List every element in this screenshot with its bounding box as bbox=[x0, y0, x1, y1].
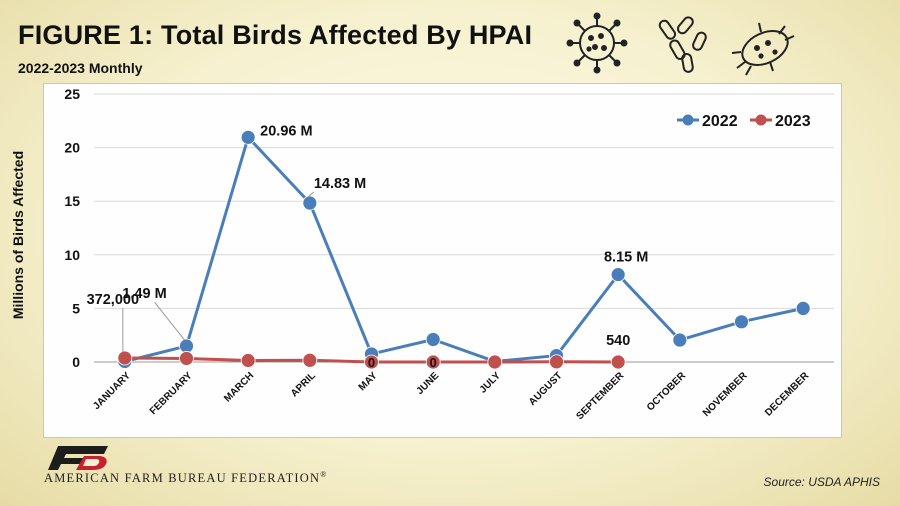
data-point-2023 bbox=[117, 350, 133, 366]
x-tick-label: APRIL bbox=[289, 370, 318, 399]
x-tick-label: DECEMBER bbox=[763, 370, 812, 419]
x-tick-label: MAY bbox=[357, 370, 380, 393]
farm-bureau-logo bbox=[48, 446, 108, 470]
legend-marker-2022 bbox=[682, 114, 694, 126]
data-point-2023 bbox=[364, 354, 379, 370]
registered-mark: ® bbox=[320, 470, 328, 479]
data-point-2022 bbox=[425, 332, 441, 347]
legend-label: 2023 bbox=[775, 113, 811, 130]
annotation-leader bbox=[154, 301, 185, 341]
virus-icon bbox=[566, 12, 628, 74]
y-tick-label: 10 bbox=[64, 247, 80, 263]
data-point-2022 bbox=[240, 129, 256, 145]
organization-name-text: AMERICAN FARM BUREAU FEDERATION bbox=[44, 471, 321, 486]
data-point-2023 bbox=[302, 352, 318, 368]
data-label: 0 bbox=[430, 355, 437, 370]
data-point-2023 bbox=[240, 353, 256, 368]
bacilli-icon bbox=[658, 16, 707, 73]
x-tick-label: OCTOBER bbox=[645, 370, 689, 414]
x-tick-label: JULY bbox=[478, 370, 503, 395]
y-tick-label: 5 bbox=[72, 300, 80, 316]
data-label: 8.15 M bbox=[604, 250, 648, 266]
chart-panel: 0 5 10 15 20 25 JANUARY FEBRUARY MARCH APRIL MAY JU… bbox=[43, 83, 842, 438]
data-label: 0 bbox=[368, 355, 375, 370]
legend-marker-2023 bbox=[755, 114, 767, 126]
data-label: 372,000 bbox=[87, 292, 139, 308]
source-note: Source: USDA APHIS bbox=[763, 475, 880, 489]
data-point-2023 bbox=[610, 354, 626, 370]
data-point-2022 bbox=[179, 338, 194, 354]
y-tick-label: 15 bbox=[64, 193, 80, 209]
data-label: 20.96 M bbox=[260, 123, 312, 139]
data-point-2022 bbox=[672, 332, 688, 348]
data-point-2022 bbox=[610, 267, 626, 283]
data-point-2022 bbox=[734, 314, 749, 330]
y-tick-label: 25 bbox=[64, 86, 80, 102]
x-tick-label: JANUARY bbox=[91, 370, 133, 412]
x-tick-label: FEBRUARY bbox=[148, 370, 195, 417]
y-axis-label: Millions of Birds Affected bbox=[10, 150, 26, 320]
data-label: 14.83 M bbox=[314, 176, 366, 192]
data-point-2023 bbox=[549, 354, 564, 370]
x-tick-label: JUNE bbox=[415, 370, 442, 397]
y-tick-label: 20 bbox=[64, 140, 80, 156]
y-tick-label: 0 bbox=[72, 354, 80, 370]
data-label: 540 bbox=[606, 333, 630, 349]
x-tick-label: MARCH bbox=[222, 370, 256, 404]
legend-label: 2022 bbox=[702, 113, 738, 130]
annotation-leader bbox=[307, 191, 315, 198]
x-tick-label: NOVEMBER bbox=[701, 370, 750, 419]
data-point-2023 bbox=[487, 354, 503, 370]
header-icons bbox=[566, 12, 795, 76]
x-tick-label: SEPTEMBER bbox=[575, 370, 627, 422]
series-line-2022 bbox=[124, 135, 804, 363]
bacterium-icon bbox=[731, 22, 795, 76]
organization-name: AMERICAN FARM BUREAU FEDERATION® bbox=[44, 470, 328, 486]
data-point-2022 bbox=[302, 195, 318, 211]
data-point-2023 bbox=[425, 354, 441, 370]
chart-subtitle: 2022-2023 Monthly bbox=[18, 60, 143, 76]
data-point-2023 bbox=[179, 351, 194, 366]
chart-title: FIGURE 1: Total Birds Affected By HPAI bbox=[18, 20, 533, 50]
data-point-2022 bbox=[795, 300, 811, 316]
line-chart: 0 5 10 15 20 25 JANUARY FEBRUARY MARCH APRIL MAY JU… bbox=[64, 86, 834, 422]
x-tick-label: AUGUST bbox=[527, 370, 565, 408]
data-label: 1.49 M bbox=[122, 286, 166, 302]
